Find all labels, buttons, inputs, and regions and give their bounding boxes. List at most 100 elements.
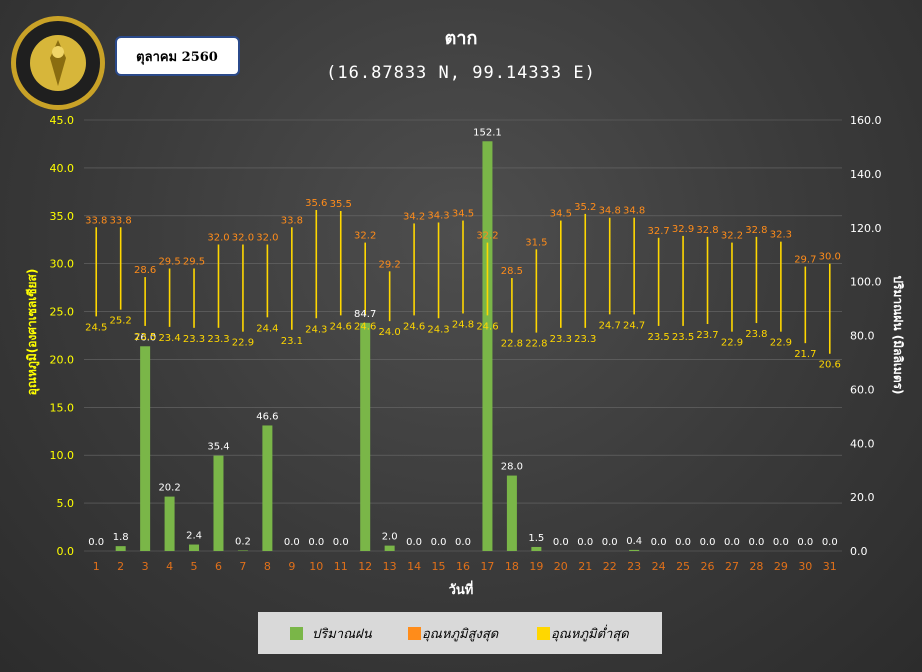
month-box-frame [115,36,240,76]
rain-bar [360,322,371,551]
rain-value-label: 0.0 [675,537,691,548]
x-tick-label: 27 [725,560,739,573]
rain-value-label: 1.5 [528,533,544,544]
temperature-ranges [95,210,831,354]
max-temp-label: 33.8 [85,215,107,226]
rain-bar [237,550,248,551]
min-temp-label: 22.8 [501,339,523,350]
max-temp-label: 32.2 [476,231,498,242]
rain-bar [531,546,542,551]
y-left-tick-label: 35.0 [50,210,75,223]
logo [11,16,105,110]
rain-value-label: 0.0 [88,537,104,548]
x-tick-label: 15 [432,560,446,573]
x-tick-label: 8 [264,560,271,573]
rain-value-label: 0.0 [602,537,618,548]
max-temp-label: 35.2 [574,202,596,213]
min-temp-label: 24.6 [476,321,498,332]
min-temp-label: 23.8 [745,329,767,340]
max-temp-label: 29.5 [158,256,180,267]
x-tick-label: 21 [578,560,592,573]
y-left-tick-label: 15.0 [50,401,75,414]
rain-value-label: 20.2 [158,483,180,494]
x-tick-label: 6 [215,560,222,573]
min-temp-label: 22.9 [770,338,792,349]
y-left-tick-label: 30.0 [50,258,75,271]
x-tick-label: 14 [407,560,421,573]
rain-bar [506,475,517,551]
min-temp-label: 24.5 [85,322,107,333]
min-temp-label: 21.7 [794,349,816,360]
rain-bar [213,455,224,551]
min-temp-label: 24.3 [427,324,449,335]
x-tick-label: 13 [383,560,397,573]
rain-bar [482,141,493,551]
legend-label-min: อุณหภูมิต่ำสุด [551,624,629,642]
max-temp-label: 28.6 [134,265,156,276]
min-temp-label: 23.3 [550,334,572,345]
rain-bar [629,549,640,551]
y-left-tick-label: 40.0 [50,162,75,175]
max-temp-label: 34.8 [623,206,645,217]
max-temp-label: 32.0 [232,233,254,244]
y-right-tick-label: 140.0 [850,168,882,181]
x-tick-label: 9 [288,560,295,573]
max-temp-label: 28.5 [501,266,523,277]
legend-swatch-min [537,627,550,640]
rain-value-label: 0.0 [553,537,569,548]
y-right-tick-label: 20.0 [850,491,875,504]
max-temp-label: 34.3 [427,210,449,221]
x-tick-label: 18 [505,560,519,573]
min-temp-label: 23.7 [696,330,718,341]
logo-emblem-head [52,46,64,58]
y-right-tick-label: 100.0 [850,276,882,289]
rain-value-label: 0.0 [797,537,813,548]
max-temp-label: 32.3 [770,230,792,241]
min-temp-label: 20.6 [819,360,841,371]
x-tick-label: 22 [603,560,617,573]
rain-value-label: 0.0 [748,537,764,548]
y-left-tick-label: 20.0 [50,353,75,366]
min-temp-label: 24.3 [305,324,327,335]
y-right-tick-label: 40.0 [850,437,875,450]
max-temp-label: 29.7 [794,255,816,266]
max-temp-label: 34.2 [403,211,425,222]
rain-bar [262,425,273,551]
x-tick-label: 24 [652,560,666,573]
rain-value-label: 2.4 [186,531,202,542]
grid [84,119,842,552]
x-tick-label: 1 [93,560,100,573]
rain-value-label: 0.0 [406,537,422,548]
min-temp-label: 23.4 [158,333,180,344]
x-tick-label: 30 [798,560,812,573]
y-left-tick-label: 45.0 [50,114,75,127]
rain-value-label: 84.7 [354,309,376,320]
data-labels: 0.0 1.8 76.0 20.2 2.4 35.4 0.2 46.6 0.0 0.0 0.0 84.… [85,127,841,548]
max-temp-label: 34.8 [599,206,621,217]
max-temp-label: 35.6 [305,198,327,209]
rain-bar [115,546,126,551]
rain-value-label: 0.0 [724,537,740,548]
max-temp-label: 32.7 [647,226,669,237]
rain-value-label: 0.2 [235,536,251,547]
x-tick-label: 16 [456,560,470,573]
x-tick-label: 7 [239,560,246,573]
axis-ticks: 0.05.010.015.020.025.030.035.040.045.00.… [50,114,882,573]
x-tick-label: 29 [774,560,788,573]
rain-value-label: 0.0 [773,537,789,548]
min-temp-label: 23.3 [183,334,205,345]
legend: ปริมาณฝน อุณหภูมิสูงสุด อุณหภูมิต่ำสุด [258,612,662,654]
min-temp-label: 23.5 [672,332,694,343]
min-temp-label: 22.9 [721,338,743,349]
rain-bar [164,496,175,551]
y-left-tick-label: 10.0 [50,449,75,462]
x-tick-label: 25 [676,560,690,573]
rain-value-label: 35.4 [207,442,229,453]
x-tick-label: 19 [529,560,543,573]
legend-swatch-max [408,627,421,640]
max-temp-label: 34.5 [550,209,572,220]
max-temp-label: 29.5 [183,256,205,267]
min-temp-label: 23.1 [281,336,303,347]
